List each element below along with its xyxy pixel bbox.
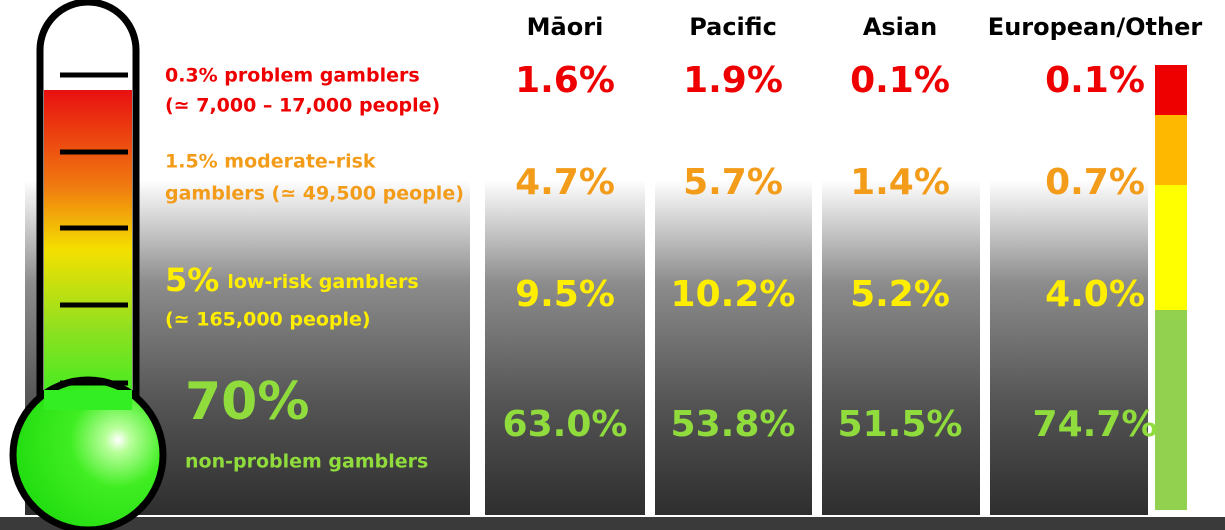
row-label: non-problem gamblers [185, 451, 428, 473]
cell-value: 0.7% [1045, 162, 1145, 203]
row-label: gamblers (≃ 49,500 people) [165, 183, 464, 205]
cell-value: 5.7% [683, 162, 783, 203]
row-percent: 70% [185, 372, 309, 432]
tube-fill [44, 90, 132, 410]
cell-value: 74.7% [1033, 404, 1158, 445]
cell-value: 4.7% [515, 162, 615, 203]
cell-value: 5.2% [850, 274, 950, 315]
cell-value: 1.6% [515, 60, 615, 101]
column-header: European/Other [988, 13, 1203, 41]
cell-value: 10.2% [671, 274, 796, 315]
cell-value: 0.1% [1045, 60, 1145, 101]
bar-red [1155, 65, 1187, 115]
column-header: Pacific [689, 13, 777, 41]
cell-value: 0.1% [850, 60, 950, 101]
cell-value: 9.5% [515, 274, 615, 315]
cell-value: 63.0% [503, 404, 628, 445]
column-header: Māori [527, 13, 604, 41]
infographic: 0.3% problem gamblers (≃ 7,000 – 17,000 … [0, 0, 1225, 530]
row-label: (≃ 165,000 people) [165, 309, 371, 331]
row-percent: 5% [165, 261, 219, 299]
bar-orange [1155, 115, 1187, 185]
column-header: Asian [863, 13, 937, 41]
color-bar [1155, 65, 1187, 510]
bar-green [1155, 310, 1187, 510]
row-label: 1.5% moderate-risk [165, 151, 376, 173]
cell-value: 4.0% [1045, 274, 1145, 315]
cell-value: 53.8% [671, 404, 796, 445]
bar-yellow [1155, 185, 1187, 310]
row-label: (≃ 7,000 – 17,000 people) [165, 95, 440, 117]
cell-value: 51.5% [838, 404, 963, 445]
bottom-bar [0, 517, 1225, 530]
cell-value: 1.4% [850, 162, 950, 203]
cell-value: 1.9% [683, 60, 783, 101]
neck [44, 390, 132, 410]
row-label: low-risk gamblers [227, 271, 418, 293]
row-label: 0.3% problem gamblers [165, 65, 420, 87]
